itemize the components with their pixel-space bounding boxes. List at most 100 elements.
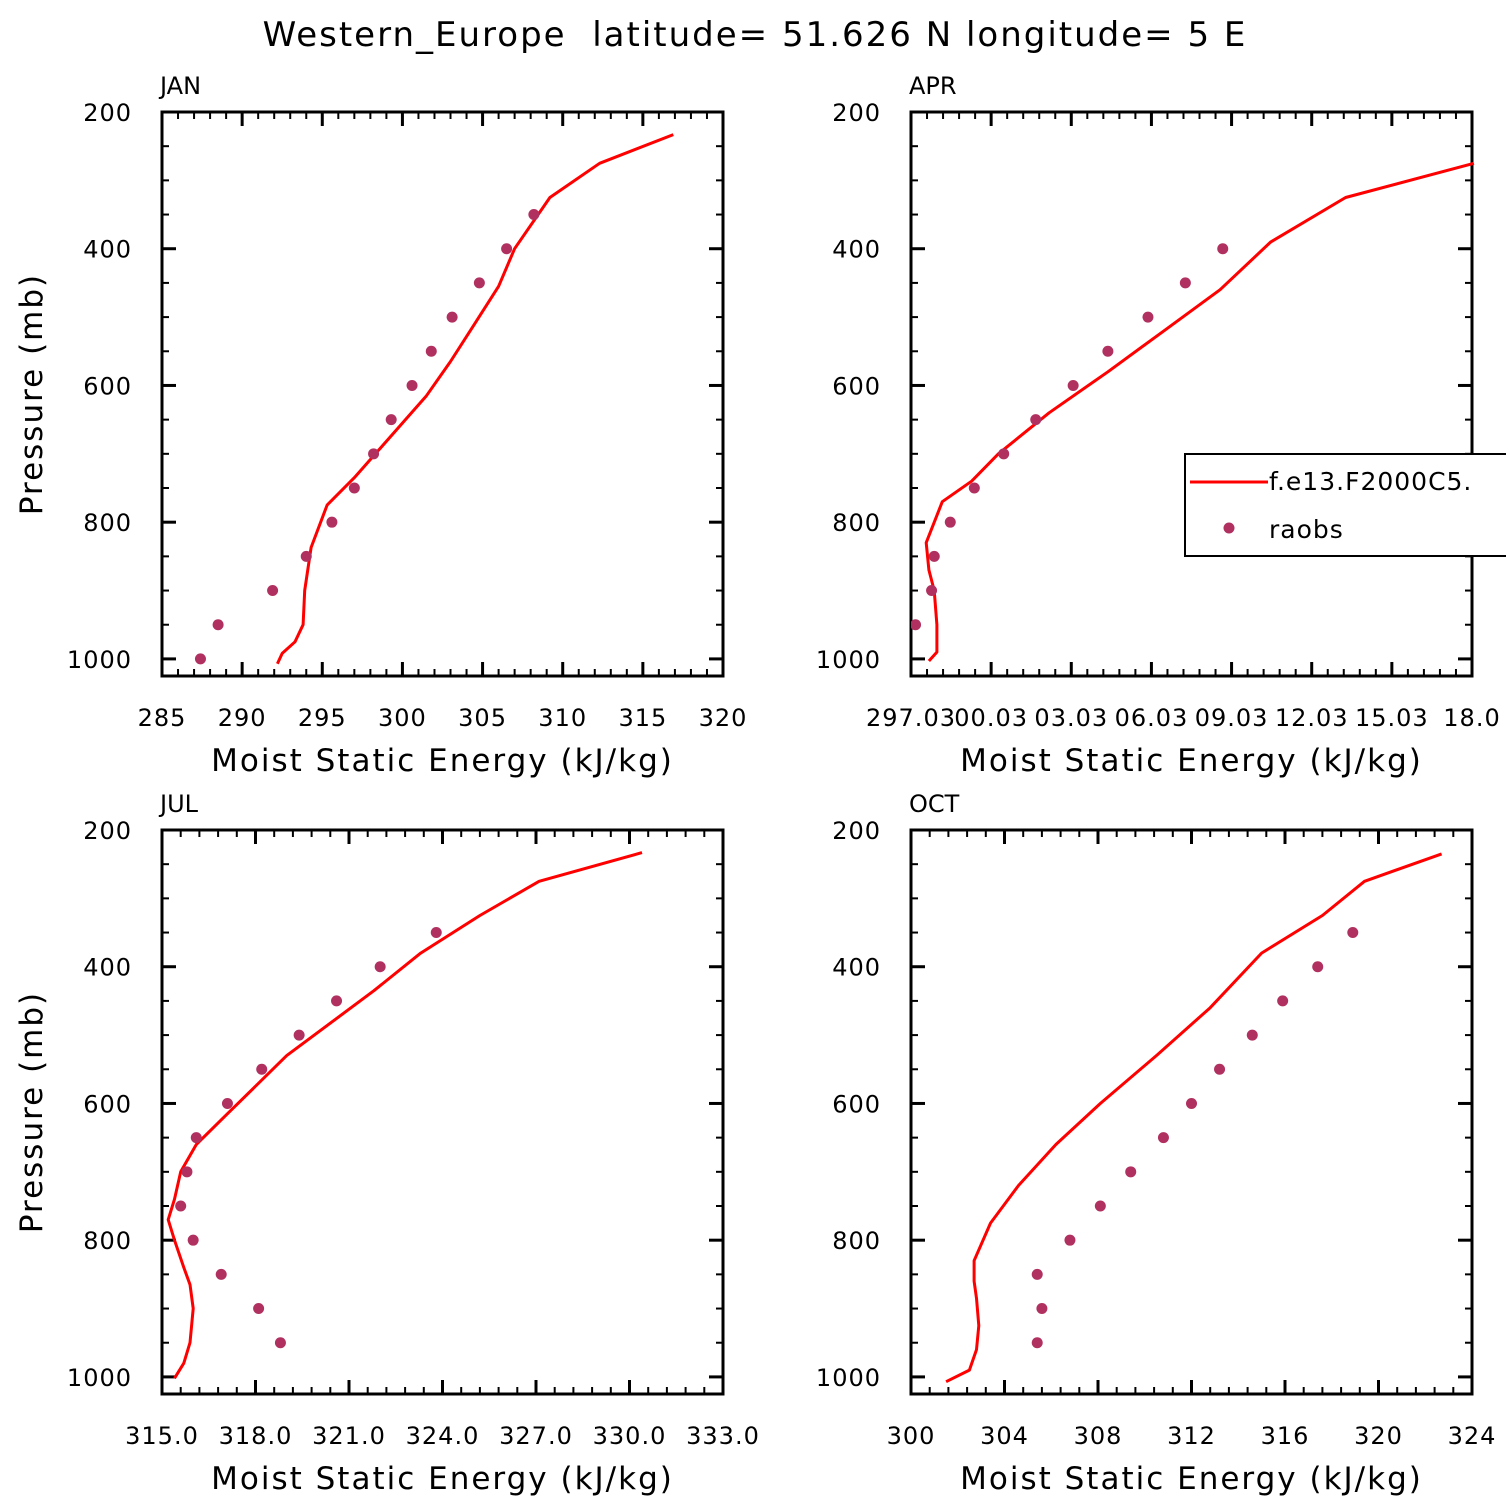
x-tick-label: 297.03 (866, 704, 956, 732)
model-line (276, 133, 674, 665)
raobs-point (406, 379, 418, 391)
y-tick-label: 600 (83, 1090, 132, 1118)
y-tick-label: 800 (832, 1227, 881, 1255)
raobs-point (374, 961, 386, 973)
y-axis-label: Pressure (mb) (14, 991, 50, 1233)
x-tick-label: 300 (887, 1422, 936, 1450)
x-tick-label: 304 (980, 1422, 1029, 1450)
raobs-point (190, 1132, 202, 1144)
y-tick-label: 200 (83, 817, 132, 845)
raobs-point (256, 1063, 268, 1075)
x-tick-label: 295 (298, 704, 347, 732)
raobs-point (368, 448, 380, 460)
y-tick-label: 400 (83, 954, 132, 982)
raobs-point (194, 653, 206, 665)
y-tick-label: 200 (83, 99, 132, 127)
y-tick-label: 800 (832, 509, 881, 537)
raobs-point (331, 995, 343, 1007)
raobs-point (267, 585, 279, 597)
x-tick-label: 310 (538, 704, 587, 732)
x-tick-label: 327.0 (499, 1422, 573, 1450)
raobs-point (1031, 1268, 1043, 1280)
y-tick-label: 800 (83, 1227, 132, 1255)
raobs-point (1030, 414, 1042, 426)
x-tick-label: 18.0 (1443, 704, 1500, 732)
raobs-point (1179, 277, 1191, 289)
y-axis-label: Pressure (mb) (14, 273, 50, 515)
panels: JAN 285 290 295 300 305 310 315 320 200 400 600 800 1… (14, 72, 1500, 1497)
data-area (945, 852, 1443, 1384)
y-tick-label: 400 (83, 236, 132, 264)
raobs-point (501, 243, 513, 255)
x-tick-label: 320 (699, 704, 748, 732)
raobs-point (1186, 1097, 1197, 1109)
raobs-point (473, 277, 485, 289)
raobs-point (348, 482, 360, 494)
raobs-point (425, 345, 437, 357)
raobs-point (1347, 927, 1359, 939)
x-axis-label: Moist Static Energy (kJ/kg) (211, 743, 674, 779)
x-tick-label: 308 (1074, 1422, 1123, 1450)
y-tick-label: 600 (832, 372, 881, 400)
x-tick-label: 285 (138, 704, 187, 732)
x-tick-label: 330.0 (593, 1422, 667, 1450)
figure-title: Western_Europe latitude= 51.626 N longit… (263, 15, 1248, 55)
y-tick-label: 400 (832, 954, 881, 982)
x-axis-label: Moist Static Energy (kJ/kg) (960, 743, 1423, 779)
panel-title: JAN (158, 72, 201, 100)
x-tick-label: 315.0 (125, 1422, 199, 1450)
y-tick-label: 1000 (816, 646, 881, 674)
x-tick-label: 00.03 (954, 704, 1028, 732)
raobs-point (181, 1166, 193, 1178)
x-tick-label: 305 (458, 704, 507, 732)
data-area (911, 161, 1475, 663)
legend-box (1184, 453, 1506, 557)
x-tick-label: 15.03 (1355, 704, 1429, 732)
x-tick-label: 09.03 (1195, 704, 1269, 732)
legend-label-obs: raobs (1269, 515, 1344, 544)
y-tick-label: 400 (832, 236, 881, 264)
raobs-point (1277, 995, 1289, 1007)
y-tick-label: 1000 (67, 1364, 132, 1392)
plot-frame (160, 828, 725, 1396)
x-tick-label: 321.0 (312, 1422, 386, 1450)
x-tick-label: 324.0 (406, 1422, 480, 1450)
raobs-point (215, 1268, 227, 1280)
x-tick-label: 300 (378, 704, 427, 732)
raobs-point (274, 1337, 286, 1349)
panel-jul: JUL 315.0 318.0 321.0 324.0 327.0 330.0 333.0 20… (14, 790, 760, 1497)
panel-title: JUL (158, 790, 199, 818)
raobs-point (300, 550, 312, 562)
raobs-point (1214, 1063, 1226, 1075)
raobs-point (968, 482, 980, 494)
x-tick-label: 333.0 (686, 1422, 760, 1450)
raobs-point (1125, 1166, 1137, 1178)
legend-marker-swatch (1223, 522, 1235, 534)
data-area (166, 851, 643, 1380)
plot-frame (909, 828, 1474, 1396)
x-axis-label: Moist Static Energy (kJ/kg) (211, 1461, 674, 1497)
raobs-point (1036, 1303, 1048, 1315)
y-tick-label: 200 (832, 817, 881, 845)
y-tick-label: 600 (832, 1090, 881, 1118)
y-tick-label: 1000 (816, 1364, 881, 1392)
raobs-point (1102, 345, 1114, 357)
x-tick-label: 06.03 (1115, 704, 1189, 732)
model-line (924, 161, 1475, 663)
raobs-point (1031, 1337, 1043, 1349)
x-tick-label: 290 (218, 704, 267, 732)
raobs-point (1064, 1234, 1076, 1246)
raobs-point (998, 448, 1010, 460)
raobs-point (911, 619, 922, 631)
raobs-point (1157, 1132, 1169, 1144)
raobs-point (1067, 379, 1079, 391)
raobs-point (446, 311, 458, 323)
data-area (194, 133, 674, 665)
y-tick-label: 200 (832, 99, 881, 127)
raobs-point (326, 516, 338, 528)
x-tick-label: 318.0 (219, 1422, 293, 1450)
raobs-point (1217, 243, 1229, 255)
model-line (945, 852, 1443, 1384)
y-tick-label: 600 (83, 372, 132, 400)
